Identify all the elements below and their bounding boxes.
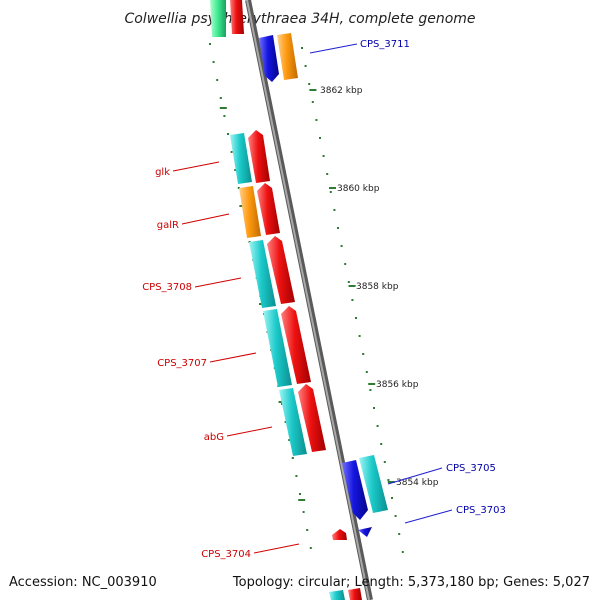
tick-mark xyxy=(308,83,311,85)
gene-label-cps-3703[interactable]: CPS_3703 xyxy=(456,505,506,516)
gene-label-cps-3707[interactable]: CPS_3707 xyxy=(157,358,207,369)
scale-labels: 3862 kbp 3860 kbp 3858 kbp 3856 kbp 3854… xyxy=(320,86,439,488)
accession-text: Accession: NC_003910 xyxy=(9,575,157,590)
tick-mark xyxy=(299,493,301,495)
gene-arrow[interactable] xyxy=(298,384,326,452)
tick-mark xyxy=(383,461,386,463)
gene-arrow[interactable] xyxy=(257,183,280,235)
tick-mark xyxy=(369,389,372,391)
tick-mark xyxy=(326,173,329,175)
tick-major xyxy=(368,383,376,385)
tick-mark xyxy=(380,443,383,445)
gene-label-galr[interactable]: galR xyxy=(157,220,179,231)
cds-block[interactable] xyxy=(249,240,276,308)
tick-mark xyxy=(362,353,365,355)
gene-block[interactable] xyxy=(230,0,244,34)
tick-mark xyxy=(227,133,229,135)
tick-mark xyxy=(216,79,219,81)
tick-mark xyxy=(394,515,397,517)
cds-block[interactable] xyxy=(263,309,292,387)
tick-mark xyxy=(358,335,361,337)
gene-arrow[interactable] xyxy=(332,529,347,540)
cds-block[interactable] xyxy=(277,33,298,80)
tick-mark xyxy=(219,97,222,99)
tick-mark xyxy=(401,551,404,553)
tick-mark xyxy=(340,245,343,247)
tick-mark xyxy=(237,187,240,189)
tick-mark xyxy=(209,43,211,45)
tick-mark xyxy=(223,115,226,117)
tick-mark xyxy=(333,209,336,211)
gene-label-cps-3705[interactable]: CPS_3705 xyxy=(446,463,496,474)
gene-block[interactable] xyxy=(348,588,362,600)
tick-major xyxy=(348,285,356,287)
tick-mark xyxy=(302,511,305,513)
tick-mark xyxy=(311,101,314,103)
tick-mark xyxy=(347,281,350,283)
tick-mark xyxy=(291,457,294,459)
tick-mark xyxy=(319,137,321,139)
gene-arrow[interactable] xyxy=(248,130,270,183)
gene-label-glk[interactable]: glk xyxy=(155,167,170,178)
gene-arrow[interactable] xyxy=(342,460,368,520)
tick-mark xyxy=(373,407,375,409)
gene-label-cps-3708[interactable]: CPS_3708 xyxy=(142,282,192,293)
tick-mark xyxy=(337,227,339,229)
gene-arrow[interactable] xyxy=(267,236,295,304)
gene-labels: CPS_3711 CPS_3705 CPS_3703 glk galR CPS_… xyxy=(142,39,506,560)
map-title: Colwellia psychrerythraea 34H, complete … xyxy=(124,11,475,27)
tick-mark xyxy=(212,61,215,63)
feature-track xyxy=(210,0,388,600)
cds-block[interactable] xyxy=(359,455,388,513)
tick-major xyxy=(329,187,336,189)
cds-block[interactable] xyxy=(239,186,261,238)
gene-arrow[interactable] xyxy=(259,35,279,82)
tick-mark xyxy=(301,47,303,49)
tick-mark xyxy=(288,439,291,441)
scale-label: 3858 kbp xyxy=(356,282,399,292)
gene-arrow[interactable] xyxy=(358,527,372,537)
tick-mark xyxy=(322,155,325,157)
tick-mark xyxy=(387,479,390,481)
tick-mark xyxy=(398,533,401,535)
scale-label: 3862 kbp xyxy=(320,86,363,96)
gene-label-cps-3711[interactable]: CPS_3711 xyxy=(360,39,410,50)
tick-major xyxy=(219,107,227,109)
cds-block[interactable] xyxy=(329,590,345,600)
tick-mark xyxy=(304,65,307,67)
tick-mark xyxy=(351,299,354,301)
tick-mark xyxy=(309,547,312,549)
tick-major xyxy=(309,89,317,91)
tick-mark xyxy=(234,169,237,171)
scale-label: 3856 kbp xyxy=(376,380,419,390)
gene-label-cps-3704[interactable]: CPS_3704 xyxy=(201,549,251,560)
genome-backbone xyxy=(245,0,373,600)
cds-block[interactable] xyxy=(230,133,252,184)
tick-mark xyxy=(315,119,318,121)
tick-mark xyxy=(376,425,379,427)
tick-mark xyxy=(306,529,309,531)
tick-mark xyxy=(329,191,332,193)
scale-label: 3860 kbp xyxy=(337,184,380,194)
tick-mark xyxy=(344,263,347,265)
tick-mark xyxy=(230,151,233,153)
tick-mark xyxy=(391,497,393,499)
tick-major xyxy=(298,499,306,501)
gene-arrow[interactable] xyxy=(281,306,311,384)
tick-mark xyxy=(284,421,287,423)
cds-block[interactable] xyxy=(210,0,226,37)
tick-mark xyxy=(295,475,298,477)
tick-major xyxy=(387,481,395,483)
gene-label-abg[interactable]: abG xyxy=(204,432,224,443)
scale-label: 3854 kbp xyxy=(396,478,439,488)
topology-summary: Topology: circular; Length: 5,373,180 bp… xyxy=(232,575,590,590)
tick-mark xyxy=(355,317,357,319)
cds-block[interactable] xyxy=(279,388,307,456)
tick-mark xyxy=(365,371,368,373)
